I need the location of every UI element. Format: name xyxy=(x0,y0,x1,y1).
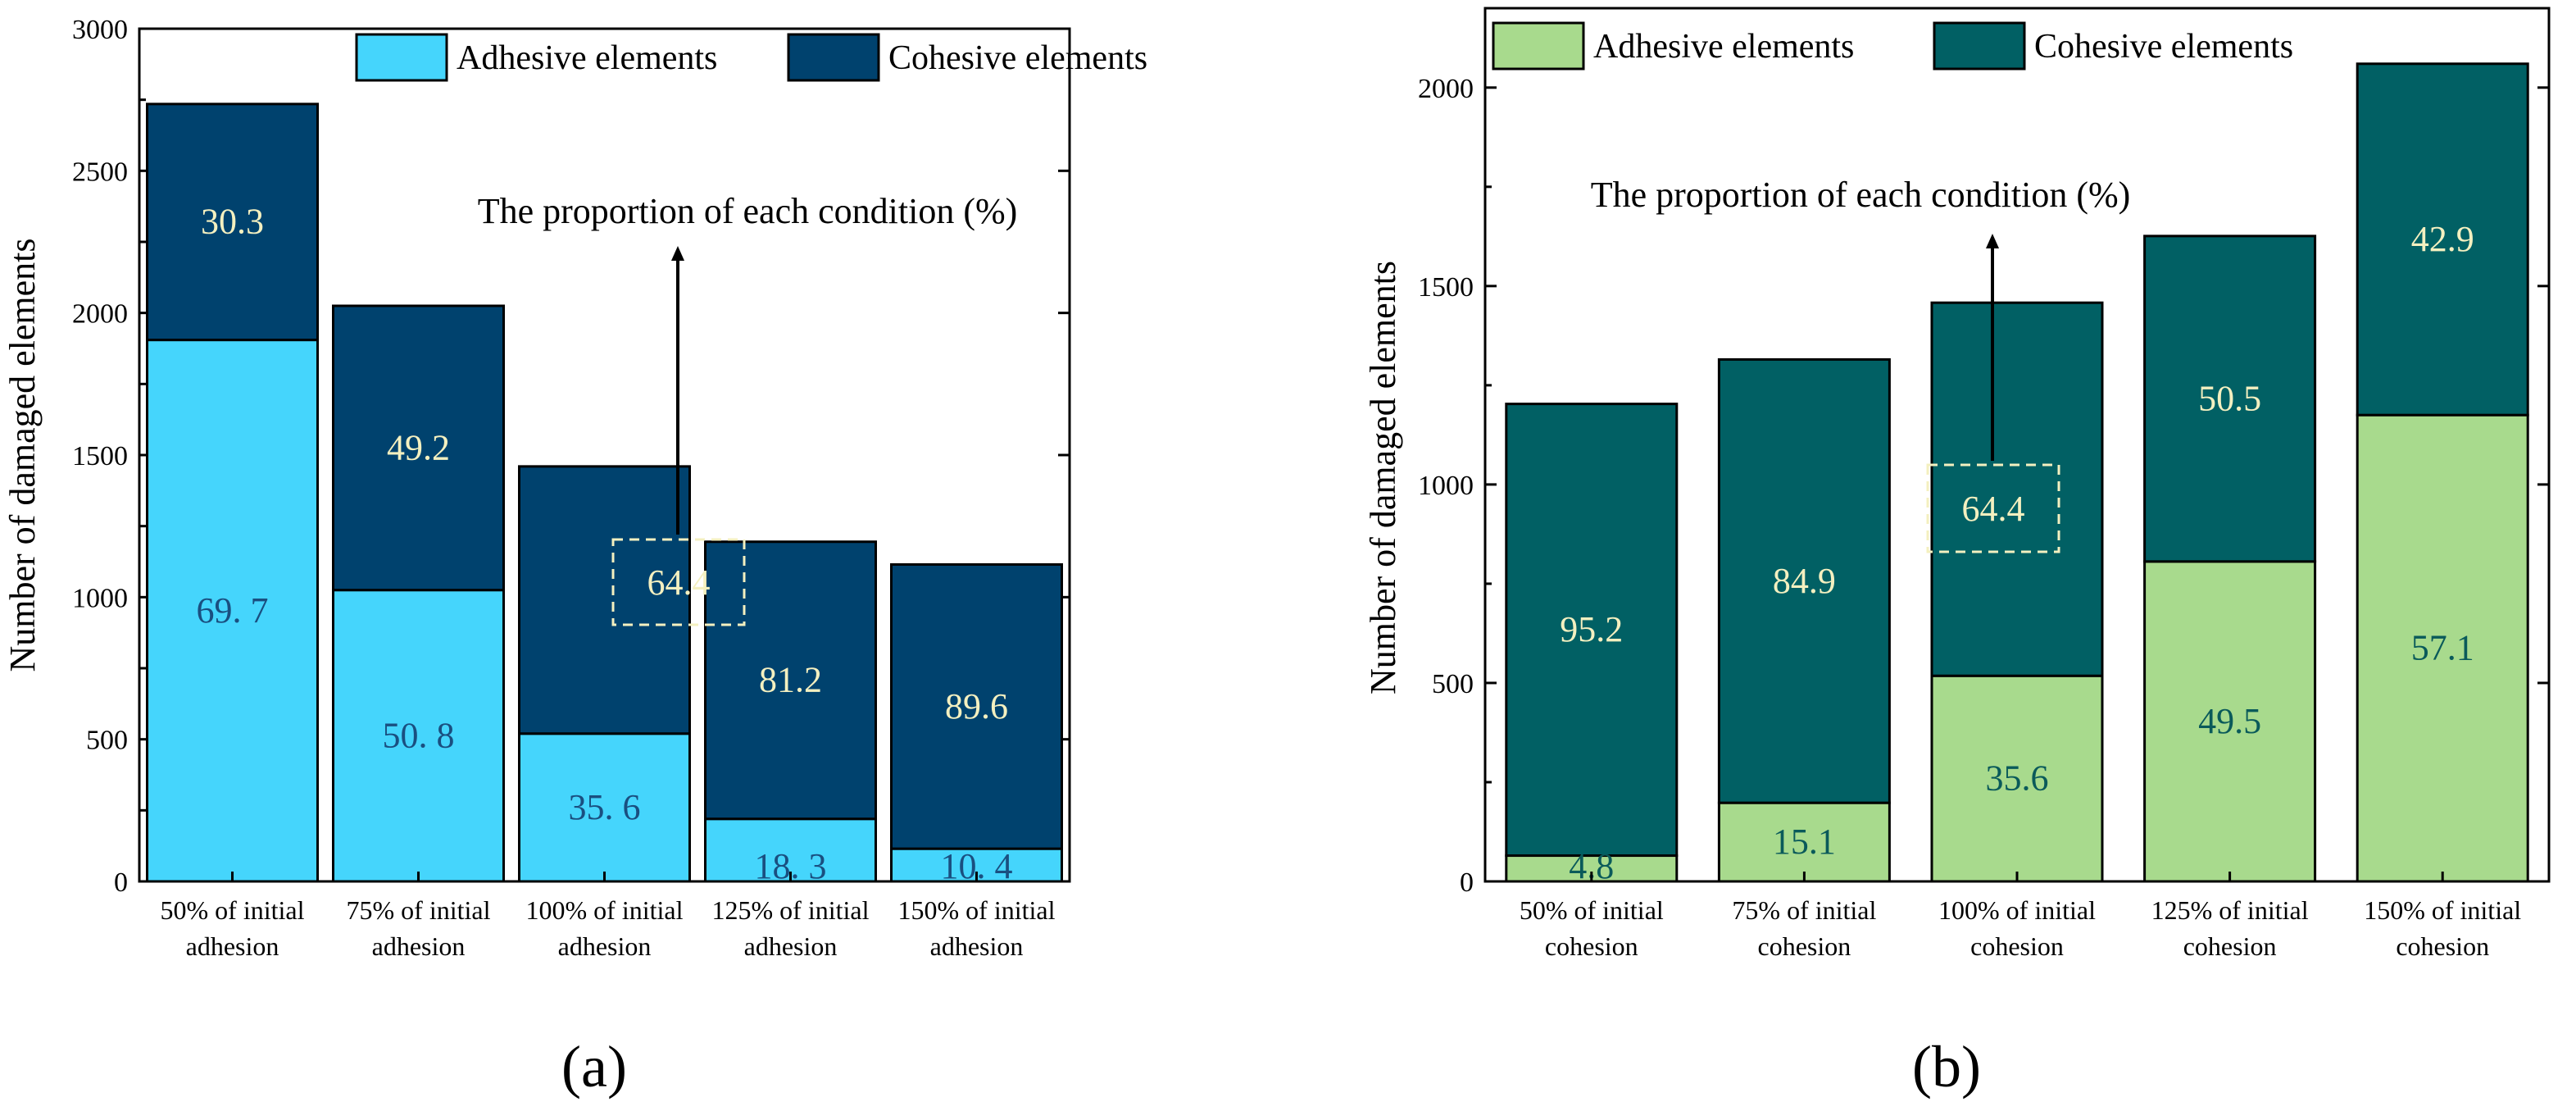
y-axis-label: Number of damaged elements xyxy=(1363,261,1403,694)
annotation-text: The proportion of each condition (%) xyxy=(478,191,1018,231)
bar-label-cohesive: 30.3 xyxy=(201,202,264,242)
legend-label: Adhesive elements xyxy=(1593,28,1854,66)
x-tick-label: 125% of initial xyxy=(712,895,870,925)
y-tick-label: 1500 xyxy=(72,441,128,471)
x-tick-label: adhesion xyxy=(372,931,466,961)
y-tick-label: 3000 xyxy=(72,15,128,45)
legend-swatch xyxy=(1933,21,2026,71)
legend-swatch xyxy=(787,33,880,82)
legend-label: Cohesive elements xyxy=(2034,28,2293,66)
annotation-text: The proportion of each condition (%) xyxy=(1591,175,2131,215)
bar-label-adhesive: 35. 6 xyxy=(569,787,641,827)
bar-cohesive xyxy=(518,465,691,735)
bar-label-adhesive: 57.1 xyxy=(2411,628,2474,668)
y-tick-label: 0 xyxy=(1460,867,1474,898)
bar-cohesive xyxy=(2356,62,2529,417)
x-tick-label: adhesion xyxy=(186,931,279,961)
bar-cohesive xyxy=(2143,234,2317,563)
annotation-dashed-box xyxy=(611,538,746,626)
y-tick-label: 500 xyxy=(86,726,128,756)
x-tick-label: adhesion xyxy=(744,931,838,961)
bar-label-adhesive: 49.5 xyxy=(2198,701,2261,741)
x-tick-label: cohesion xyxy=(2183,931,2277,961)
x-tick-label: 100% of initial xyxy=(526,895,684,925)
annotation-dashed-box xyxy=(1926,463,2060,553)
bar-label-cohesive: 50.5 xyxy=(2198,378,2261,418)
bar-label-adhesive: 69. 7 xyxy=(197,590,269,631)
bar-label-cohesive: 95.2 xyxy=(1560,609,1623,649)
bar-label-adhesive: 50. 8 xyxy=(383,715,455,755)
x-tick-label: 75% of initial xyxy=(347,895,491,925)
x-tick-label: 150% of initial xyxy=(2364,895,2521,925)
legend-label: Adhesive elements xyxy=(457,39,717,77)
y-tick-label: 1000 xyxy=(1418,471,1474,501)
x-tick-label: cohesion xyxy=(1545,931,1638,961)
bar-cohesive xyxy=(1930,301,2104,677)
y-tick-label: 1500 xyxy=(1418,272,1474,303)
x-tick-label: cohesion xyxy=(2396,931,2489,961)
x-tick-label: 50% of initial xyxy=(161,895,305,925)
bar-adhesive xyxy=(332,589,505,883)
bar-label-cohesive: 42.9 xyxy=(2411,219,2474,259)
x-tick-label: 150% of initial xyxy=(898,895,1056,925)
x-tick-label: 75% of initial xyxy=(1732,895,1876,925)
y-tick-label: 0 xyxy=(114,867,128,898)
bar-label-adhesive: 35.6 xyxy=(1986,758,2049,799)
bar-label-cohesive: 89.6 xyxy=(945,686,1008,726)
x-tick-label: cohesion xyxy=(1758,931,1851,961)
chart-panel-b: 0 500 1000 1500 2000 Number of damaged elemen… xyxy=(1363,7,2551,1100)
y-tick-label: 500 xyxy=(1432,669,1474,699)
annotation-arrow-head xyxy=(1986,234,1999,248)
x-tick-label: adhesion xyxy=(930,931,1024,961)
legend-swatch xyxy=(1492,21,1585,71)
bar-label-cohesive: 49.2 xyxy=(387,427,450,467)
bar-cohesive xyxy=(1717,357,1891,804)
annotation-arrow-head xyxy=(671,246,684,261)
panel-label: (a) xyxy=(561,1034,627,1100)
bar-cohesive xyxy=(146,102,319,342)
legend-swatch xyxy=(355,33,448,82)
bar-cohesive xyxy=(1505,403,1679,858)
bar-label-cohesive: 84.9 xyxy=(1773,561,1836,601)
chart-panel-a: 0 500 1000 1500 2000 2500 3000 Number of damage… xyxy=(2,15,1147,1100)
panel-label: (b) xyxy=(1912,1034,1981,1100)
bar-cohesive xyxy=(332,304,505,592)
x-tick-label: adhesion xyxy=(558,931,652,961)
y-tick-label: 2000 xyxy=(1418,74,1474,104)
bar-cohesive xyxy=(890,562,1063,850)
x-tick-label: cohesion xyxy=(1970,931,2064,961)
bar-label-adhesive: 15.1 xyxy=(1773,822,1836,862)
y-tick-label: 2000 xyxy=(72,299,128,330)
bar-label-cohesive-boxed: 64.4 xyxy=(1962,489,2025,529)
bar-label-cohesive-boxed: 64.4 xyxy=(647,562,711,603)
bar-adhesive xyxy=(704,817,877,883)
legend-label: Cohesive elements xyxy=(888,39,1147,77)
bar-cohesive xyxy=(704,540,877,821)
y-tick-label: 2500 xyxy=(72,157,128,187)
bar-label-cohesive: 81.2 xyxy=(759,660,822,700)
x-tick-label: 50% of initial xyxy=(1520,895,1664,925)
x-tick-label: 100% of initial xyxy=(1938,895,2096,925)
x-tick-label: 125% of initial xyxy=(2151,895,2309,925)
y-tick-label: 1000 xyxy=(72,583,128,613)
y-axis-label: Number of damaged elements xyxy=(2,238,43,672)
bar-adhesive xyxy=(146,339,319,883)
